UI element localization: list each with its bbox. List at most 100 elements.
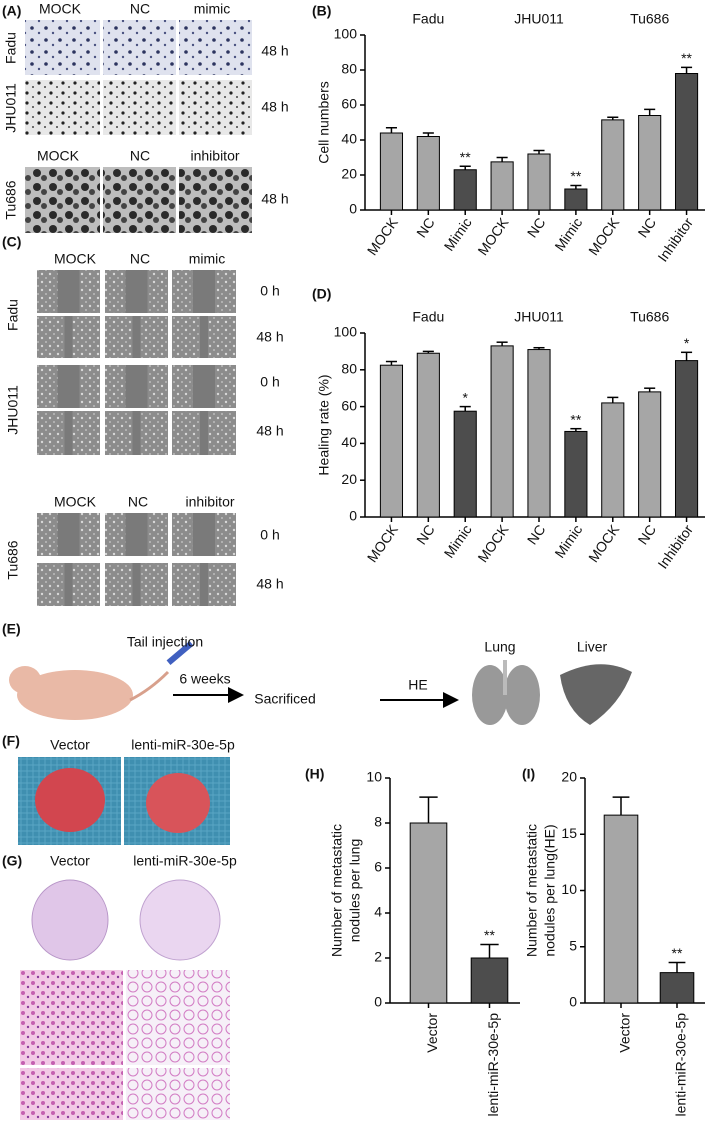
y-tick-label: 2 bbox=[374, 949, 382, 965]
row-label: Fadu bbox=[5, 299, 21, 331]
organ-label: Liver bbox=[577, 639, 608, 655]
y-axis-label: Cell numbers bbox=[316, 81, 332, 163]
bar bbox=[638, 115, 662, 211]
group-label: JHU011 bbox=[514, 309, 564, 325]
wound-gap bbox=[125, 513, 148, 556]
y-tick-label: 0 bbox=[569, 994, 577, 1010]
panel-label: (D) bbox=[312, 286, 331, 302]
y-tick-label: 20 bbox=[341, 471, 357, 487]
step-label: Tail injection bbox=[127, 634, 203, 650]
y-tick-label: 100 bbox=[334, 26, 358, 42]
wound-gap bbox=[132, 411, 141, 455]
y-tick-label: 20 bbox=[341, 166, 357, 182]
y-tick-label: 6 bbox=[374, 859, 382, 875]
column-label: MOCK bbox=[37, 148, 80, 164]
time-label: 48 h bbox=[261, 43, 288, 59]
y-tick-label: 40 bbox=[341, 434, 357, 450]
bar bbox=[564, 188, 588, 211]
y-tick-label: 60 bbox=[341, 397, 357, 413]
x-tick-label: Mimic bbox=[441, 522, 475, 561]
y-tick-label: 60 bbox=[341, 96, 357, 112]
bar bbox=[470, 957, 509, 1004]
panel-a-images bbox=[25, 20, 252, 233]
bar bbox=[564, 430, 588, 518]
step-label: 6 weeks bbox=[179, 671, 230, 687]
wound-gap bbox=[193, 513, 215, 556]
group-label: Vector bbox=[50, 853, 90, 869]
x-tick-label: NC bbox=[634, 522, 659, 548]
wound-gap bbox=[200, 563, 208, 606]
panel-f-photos bbox=[18, 757, 230, 845]
bar bbox=[527, 153, 551, 211]
bar bbox=[638, 391, 662, 518]
y-axis-label: Number of metastatic bbox=[329, 824, 345, 957]
column-label: NC bbox=[130, 148, 150, 164]
bar bbox=[416, 136, 440, 211]
row-label: Tu686 bbox=[3, 180, 19, 219]
wound-gap bbox=[64, 411, 73, 455]
significance-label: ** bbox=[570, 411, 581, 427]
wound-gap bbox=[57, 270, 80, 313]
column-label: MOCK bbox=[54, 251, 97, 267]
wound-gap bbox=[125, 270, 148, 313]
column-label: NC bbox=[128, 494, 148, 510]
column-label: mimic bbox=[189, 251, 226, 267]
panel-label: (G) bbox=[2, 853, 22, 869]
significance-label: * bbox=[462, 389, 468, 405]
x-tick-label: Inhibitor bbox=[654, 214, 696, 264]
bar bbox=[453, 169, 477, 211]
bar bbox=[601, 402, 625, 518]
y-tick-label: 80 bbox=[341, 361, 357, 377]
panel-label: (F) bbox=[2, 733, 20, 749]
y-tick-label: 8 bbox=[374, 814, 382, 830]
wound-gap bbox=[193, 270, 215, 313]
bar bbox=[379, 132, 404, 211]
significance-label: * bbox=[684, 335, 690, 351]
x-tick-label: Mimic bbox=[551, 522, 585, 561]
y-tick-label: 100 bbox=[334, 324, 358, 340]
column-label: MOCK bbox=[54, 494, 97, 510]
y-tick-label: 0 bbox=[349, 201, 357, 217]
bar bbox=[490, 345, 514, 518]
group-label: Tu686 bbox=[630, 11, 669, 27]
bar bbox=[601, 119, 625, 211]
step-label: Sacrificed bbox=[254, 691, 315, 707]
wound-gap bbox=[200, 316, 208, 358]
y-axis-label: Number of metastatic bbox=[524, 824, 540, 957]
y-tick-label: 5 bbox=[569, 937, 577, 953]
panel-label: (H) bbox=[305, 766, 324, 782]
organ-label: Lung bbox=[484, 639, 515, 655]
time-label: 48 h bbox=[256, 423, 283, 439]
x-tick-label: MOCK bbox=[585, 214, 623, 258]
x-tick-label: Inhibitor bbox=[654, 521, 696, 571]
group-label: JHU011 bbox=[514, 11, 564, 27]
bar bbox=[379, 364, 404, 518]
panel-e-schematic bbox=[9, 641, 632, 725]
x-tick-label: lenti-miR-30e-5p bbox=[485, 1013, 501, 1117]
time-label: 48 h bbox=[261, 191, 288, 207]
step-label: HE bbox=[408, 677, 427, 693]
wound-gap bbox=[57, 365, 80, 408]
wound-gap bbox=[132, 316, 141, 358]
y-tick-label: 40 bbox=[341, 131, 357, 147]
y-tick-label: 15 bbox=[561, 825, 577, 841]
group-label: Tu686 bbox=[630, 309, 669, 325]
wound-gap bbox=[64, 316, 73, 358]
x-tick-label: Mimic bbox=[551, 215, 585, 254]
column-label: mimic bbox=[194, 1, 231, 17]
y-tick-label: 4 bbox=[374, 904, 382, 920]
group-label: lenti-miR-30e-5p bbox=[133, 853, 237, 869]
x-tick-label: NC bbox=[524, 522, 549, 548]
x-tick-label: MOCK bbox=[585, 521, 623, 565]
x-tick-label: NC bbox=[524, 215, 549, 241]
significance-label: ** bbox=[570, 168, 581, 184]
y-axis-label: Healing rate (%) bbox=[316, 374, 332, 475]
column-label: NC bbox=[130, 1, 150, 17]
x-tick-label: NC bbox=[413, 215, 438, 241]
y-tick-label: 20 bbox=[561, 769, 577, 785]
bar bbox=[416, 352, 440, 518]
x-tick-label: MOCK bbox=[364, 521, 402, 565]
group-label: lenti-miR-30e-5p bbox=[131, 737, 235, 753]
panel-label: (B) bbox=[312, 3, 331, 19]
